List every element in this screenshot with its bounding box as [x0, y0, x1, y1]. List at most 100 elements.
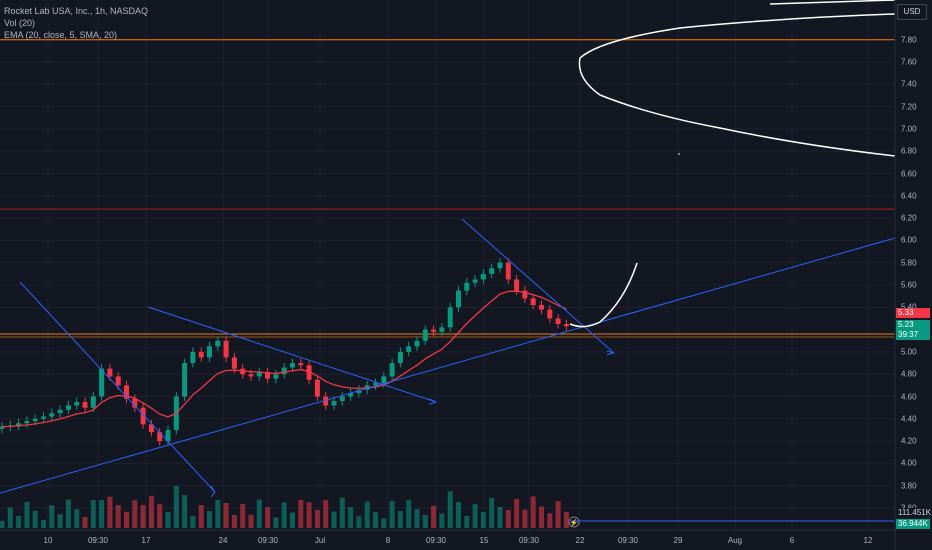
candle-body — [248, 374, 254, 377]
trendlines[interactable] — [0, 218, 896, 498]
volume-bar — [41, 519, 46, 528]
volume-bar — [522, 509, 528, 528]
candle-body — [439, 327, 445, 332]
time-tick-label: 17 — [141, 536, 151, 545]
volume-bar — [464, 515, 470, 528]
volume-bar — [132, 500, 138, 528]
volume-bar — [107, 496, 113, 528]
volume-bar — [514, 499, 520, 528]
candle-body — [57, 409, 63, 414]
volume-bar — [530, 496, 536, 528]
volume-bar — [505, 510, 511, 528]
candle-body — [273, 374, 279, 379]
price-tick-label: 4.80 — [901, 369, 917, 379]
candle-body — [256, 371, 262, 377]
volume-bar — [364, 501, 370, 528]
candle-body — [497, 262, 503, 269]
candle-body — [522, 290, 528, 299]
time-tick-label: Jul — [314, 536, 326, 545]
volume-bar — [547, 513, 553, 528]
volume-badge: 111.451K — [896, 508, 932, 518]
candle-body — [24, 421, 30, 424]
candle-body — [348, 393, 354, 397]
candle-body — [505, 262, 511, 280]
price-tick-label: 6.40 — [901, 191, 917, 201]
volume-bar — [472, 504, 478, 528]
currency-button[interactable]: USD — [897, 4, 927, 20]
price-tick-label: 3.80 — [901, 481, 917, 491]
volume-bar — [397, 511, 403, 528]
time-tick-label: 24 — [218, 536, 228, 545]
bar-countdown: 39:37 — [898, 330, 919, 339]
ema-line — [1, 290, 567, 428]
volume-bar — [406, 500, 412, 528]
volume-bar — [265, 507, 271, 528]
volume-bar — [165, 512, 171, 528]
candle-body — [381, 376, 387, 384]
price-tick-label: 7.20 — [901, 102, 917, 112]
volume-bar — [32, 510, 38, 528]
candle-body — [90, 396, 96, 408]
price-tick-label: 5.60 — [901, 280, 917, 290]
volume-bar — [373, 511, 378, 528]
volume-bar — [99, 500, 105, 528]
volume-bar — [223, 503, 229, 528]
price-tick-label: 7.60 — [901, 57, 917, 67]
price-tick-label: 6.80 — [901, 146, 917, 156]
candle-body — [124, 385, 129, 399]
volume-bar — [182, 495, 188, 528]
volume-bar — [447, 491, 453, 528]
volume-bar — [173, 486, 179, 528]
candle-body — [464, 282, 470, 291]
price-tick-label: 7.40 — [901, 79, 917, 89]
candle-body — [82, 402, 88, 408]
volume-bar — [414, 509, 420, 528]
arrow-head — [606, 350, 615, 356]
volume-bar — [215, 500, 221, 528]
ema-indicator-label[interactable]: EMA (20, close, 5, SMA, 20) — [4, 30, 118, 40]
chart-legend: Rocket Lab USA, Inc., 1h, NASDAQ Vol (20… — [4, 5, 148, 41]
candle-body — [530, 298, 536, 306]
last-price-badge: 5.23 39:37 — [896, 320, 930, 340]
volume-bar — [314, 510, 320, 528]
candle-body — [397, 351, 403, 364]
candle-body — [107, 368, 113, 377]
candle-body — [140, 407, 146, 425]
candle-body — [99, 368, 105, 397]
candle-body — [539, 305, 544, 310]
volume-bar — [57, 514, 63, 528]
volume-bar — [74, 509, 80, 528]
volume-bar — [115, 505, 121, 528]
volume-bar — [90, 500, 96, 528]
candle-body — [406, 346, 412, 352]
candle-body — [563, 324, 569, 327]
price-tick-label: 6.00 — [901, 235, 917, 245]
volume-bar — [290, 512, 295, 528]
volume-bar — [539, 506, 544, 528]
time-tick-label: 09:30 — [87, 536, 109, 545]
candle-body — [447, 307, 453, 328]
time-tick-label: 15 — [479, 536, 489, 545]
arrow-head — [428, 398, 438, 405]
candle-body — [373, 383, 378, 386]
horizontal-levels[interactable] — [0, 39, 895, 522]
volume-bar — [555, 501, 561, 528]
candle-body — [281, 367, 287, 375]
candle-body — [231, 357, 237, 369]
freehand-drawing[interactable] — [569, 0, 896, 328]
symbol-title[interactable]: Rocket Lab USA, Inc., 1h, NASDAQ — [4, 6, 149, 16]
time-tick-label: 6 — [789, 536, 795, 545]
volume-indicator-label[interactable]: Vol (20) — [4, 18, 36, 28]
lightning-icon[interactable] — [568, 516, 580, 528]
last-price-value: 5.23 — [898, 320, 914, 329]
candle-body — [157, 432, 163, 442]
volume-bar — [7, 507, 13, 528]
volume-bar — [240, 504, 246, 528]
candle-body — [115, 376, 121, 386]
volume-bar — [124, 511, 129, 528]
volume-bar — [323, 500, 329, 528]
price-tick-label: 4.00 — [901, 458, 917, 468]
candle-body — [422, 329, 428, 341]
volume-bar — [0, 520, 5, 528]
